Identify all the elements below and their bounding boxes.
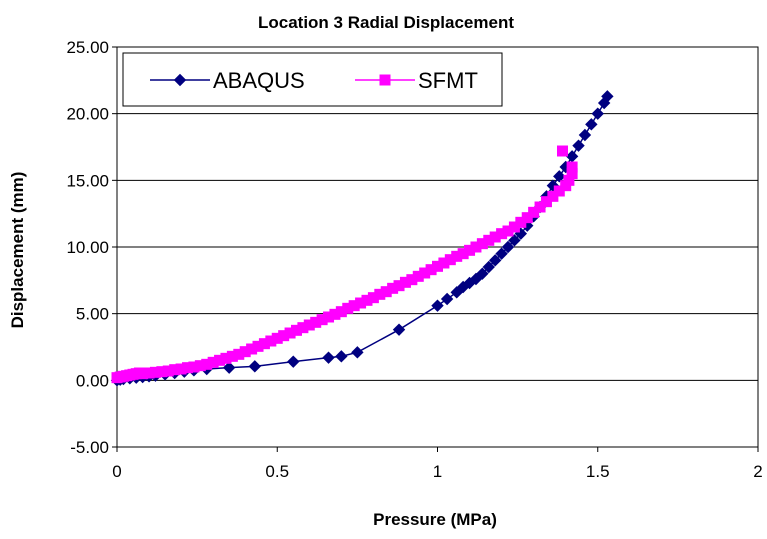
legend-label-sfmt: SFMT [418, 68, 478, 93]
data-point-abaqus [578, 128, 592, 142]
data-point-abaqus [248, 360, 262, 373]
y-tick-label: 25.00 [66, 38, 109, 57]
x-tick-label: 0.5 [265, 462, 289, 481]
data-point-abaqus [585, 118, 598, 131]
y-tick-label: -5.00 [70, 438, 109, 457]
legend-marker-sfmt [379, 74, 391, 86]
data-point-abaqus [495, 247, 508, 260]
data-point-abaqus [508, 234, 521, 247]
data-point-abaqus [476, 267, 489, 280]
y-tick-label: 10.00 [66, 238, 109, 257]
legend-label-abaqus: ABAQUS [213, 68, 305, 93]
y-tick-label: 15.00 [66, 171, 109, 190]
plot-area: -5.00 0.00 5.00 10.00 15.00 20.00 25.00 0 0.5 1 1.… [66, 38, 762, 481]
data-point-abaqus [591, 107, 604, 120]
x-tick-label: 2 [753, 462, 762, 481]
data-point-sfmt [566, 161, 578, 173]
x-tick-label: 1 [433, 462, 442, 481]
data-point-abaqus [469, 272, 483, 286]
data-point-abaqus [287, 355, 300, 368]
data-point-sfmt [556, 145, 568, 157]
data-point-abaqus [601, 90, 614, 103]
data-point-abaqus [553, 170, 566, 183]
y-tick-label: 0.00 [76, 371, 109, 390]
x-tick-label: 0 [112, 462, 121, 481]
data-point-abaqus [335, 350, 348, 363]
data-point-abaqus [351, 346, 364, 359]
y-tick-label: 20.00 [66, 105, 109, 124]
data-point-abaqus [482, 260, 495, 274]
data-point-abaqus [572, 139, 585, 152]
series-abaqus [110, 90, 614, 387]
legend: ABAQUS SFMT [122, 52, 503, 107]
y-tick-label: 5.00 [76, 305, 109, 324]
data-point-abaqus [431, 299, 444, 312]
data-point-abaqus [322, 351, 335, 364]
x-axis-title: Pressure (MPa) [373, 510, 497, 529]
legend-marker-abaqus [173, 73, 187, 87]
data-point-abaqus [392, 323, 406, 336]
data-point-abaqus [440, 292, 454, 306]
x-tick-label: 1.5 [586, 462, 610, 481]
y-axis-title: Displacement (mm) [8, 172, 27, 329]
data-point-abaqus [488, 254, 502, 267]
chart-title: Location 3 Radial Displacement [258, 13, 514, 32]
data-point-abaqus [222, 361, 236, 374]
data-point-abaqus [501, 240, 515, 254]
series-sfmt [111, 145, 578, 384]
data-point-abaqus [450, 286, 463, 299]
